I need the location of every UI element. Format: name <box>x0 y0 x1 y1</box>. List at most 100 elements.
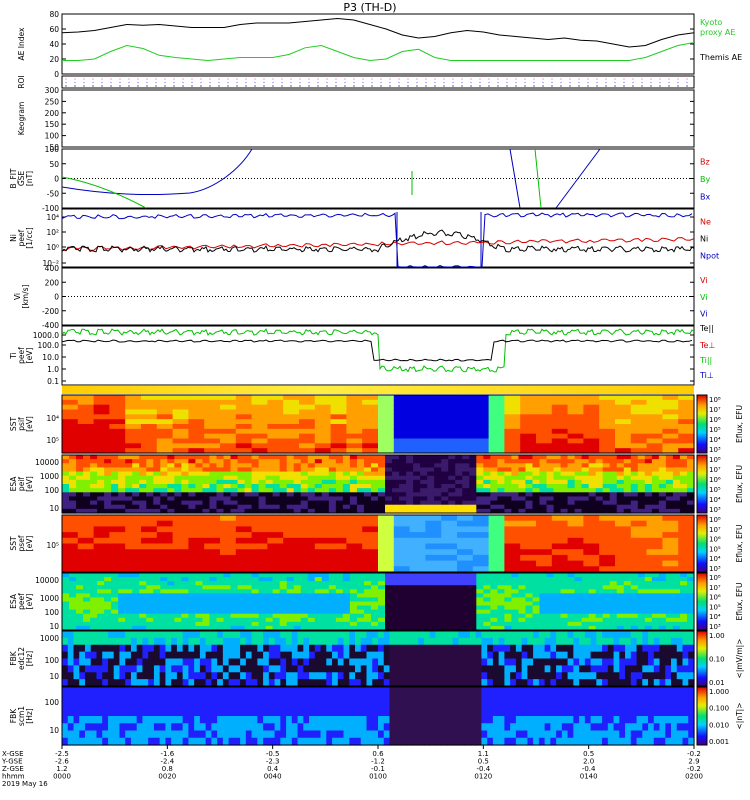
fbk_b-ylabel-2: [Hz] <box>25 708 34 724</box>
roi-dot <box>317 85 319 87</box>
sst_e-cell <box>567 566 584 573</box>
esa_e-cell <box>511 601 520 607</box>
esa_e-cell <box>258 573 267 578</box>
sst_e-cell <box>504 543 521 550</box>
sst_e-cell <box>472 549 490 556</box>
esa_i-cell <box>188 508 197 514</box>
fbk_e-cell <box>464 644 471 653</box>
sst_e-cell <box>536 526 553 533</box>
esa_i-cell <box>181 504 189 510</box>
esa_i-cell <box>160 455 168 460</box>
fbk_e-cell <box>314 658 322 666</box>
esa_e-cell <box>546 625 555 631</box>
fbk_e-cell <box>515 679 523 687</box>
fbk_e-cell <box>573 651 580 660</box>
esa_i-cell <box>567 475 576 481</box>
esa_i-cell <box>125 500 133 506</box>
esa_e-cell <box>258 609 267 615</box>
esa_e-cell <box>328 577 337 582</box>
esa_i-cell <box>476 496 484 502</box>
roi-dot <box>191 81 193 84</box>
fbk_e-cell <box>389 665 396 673</box>
fbk_e-colorbar-tick: 0.01 <box>709 679 725 687</box>
esa_i-cell <box>539 484 548 489</box>
esa_i-cell <box>679 500 688 506</box>
fbk_e-cell <box>418 658 425 666</box>
sst_e-cell <box>251 549 268 556</box>
esa_i-cell <box>174 504 182 510</box>
esa_e-cell <box>251 625 260 631</box>
esa_e-cell <box>539 593 548 599</box>
esa_e-cell <box>651 573 660 578</box>
esa_e-cell <box>363 593 372 599</box>
esa_i-cell <box>188 463 197 469</box>
fbk_e-cell <box>527 679 534 687</box>
sst_i-cell <box>125 414 142 420</box>
bfit-by-right <box>534 148 542 209</box>
fbk_e-cell <box>458 637 465 646</box>
esa_e-cell <box>483 605 491 611</box>
sst_i-cell <box>188 395 205 401</box>
fbk_e-cell <box>320 679 327 687</box>
esa_e-cell <box>321 621 330 627</box>
esa_i-cell <box>490 496 498 502</box>
roi-dot <box>425 78 427 80</box>
esa_e-cell <box>504 617 513 623</box>
fbk_e-cell <box>90 637 98 646</box>
esa_i-cell <box>237 508 246 514</box>
esa_e-cell <box>83 617 91 623</box>
esa_i-cell <box>342 500 351 506</box>
fbk_e-cell <box>194 637 201 646</box>
ae-legend-kyoto-line2: proxy AE <box>700 28 735 37</box>
fbk_b-cell <box>257 687 264 695</box>
fbk_b-cell <box>113 730 121 739</box>
esa_i-cell <box>385 488 393 493</box>
sst_i-ylabel-2: [eV] <box>25 416 34 432</box>
fbk_e-cell <box>659 637 666 646</box>
fbk_e-cell <box>205 651 212 660</box>
sst_i-cell <box>93 438 110 444</box>
sst_e-cell <box>662 515 679 522</box>
esa_i-cell <box>188 475 197 481</box>
esa_i-cell <box>637 496 646 502</box>
esa_e-cell <box>574 621 583 627</box>
sst_i-cell <box>77 428 95 435</box>
esa_e-cell <box>504 593 513 599</box>
sst_e-cell <box>378 526 395 533</box>
esa_e-cell <box>300 613 309 619</box>
sst_e-cell <box>615 543 632 550</box>
esa_i-cell <box>76 467 84 473</box>
roi-dot <box>515 81 517 84</box>
fbk_e-cell <box>378 644 385 653</box>
esa_i-cell <box>560 504 569 510</box>
roi-dot <box>380 81 382 84</box>
esa_i-cell <box>202 488 211 493</box>
esa_i-cell <box>111 467 119 473</box>
esa_e-cell <box>167 613 175 619</box>
esa_e-cell <box>370 609 379 615</box>
fbk_e-cell <box>280 631 287 639</box>
sst_e-cell <box>599 566 616 573</box>
esa_e-cell <box>553 605 562 611</box>
esa_e-cell <box>399 581 407 586</box>
esa_e-cell <box>623 617 632 623</box>
esa_e-cell <box>448 597 456 603</box>
esa_e-cell <box>328 621 337 627</box>
esa_e-cell <box>160 589 168 594</box>
esa_e-cell <box>560 597 569 603</box>
fbk_e-cell <box>544 644 551 653</box>
sst_i-cell <box>93 409 110 415</box>
esa_i-cell <box>125 488 133 493</box>
esa_e-cell <box>483 573 491 578</box>
fbk_e-cell <box>435 679 442 687</box>
esa_e-cell <box>111 613 119 619</box>
sst_e-cell <box>646 560 663 567</box>
fbk_b-cell <box>240 737 247 746</box>
esa_i-cell <box>518 500 527 506</box>
esa_e-cell <box>160 613 168 619</box>
fbk_e-cell <box>642 644 649 653</box>
sst_e-cell <box>267 560 284 567</box>
fbk_e-cell <box>199 672 207 680</box>
fbk_e-cell <box>561 665 569 673</box>
esa_e-cell <box>97 609 105 615</box>
